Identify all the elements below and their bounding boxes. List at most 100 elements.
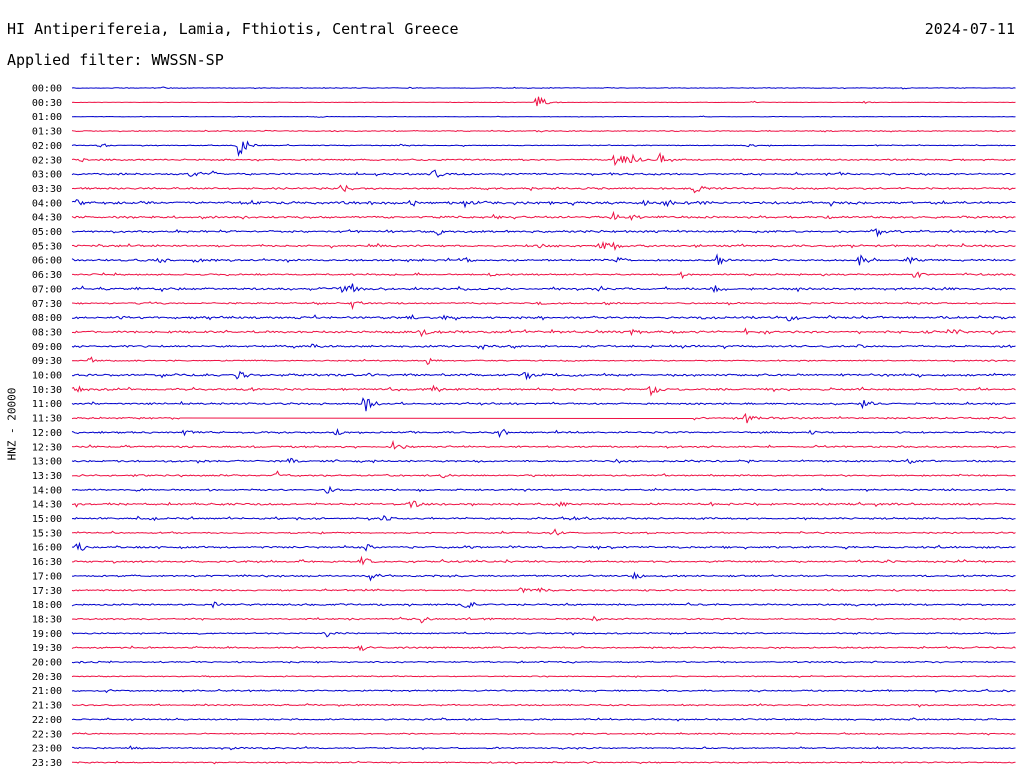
seismic-trace-1200	[71, 428, 1016, 439]
seismic-trace-0430	[71, 210, 1016, 221]
row-time-label: 19:30	[32, 643, 62, 654]
seismic-trace-0330	[71, 184, 1016, 194]
seismic-trace-0600	[71, 253, 1016, 266]
seismic-trace-0900	[71, 343, 1016, 351]
row-time-label: 20:30	[32, 672, 62, 683]
row-time-label: 00:00	[32, 84, 62, 95]
row-time-label: 04:00	[32, 198, 62, 209]
row-time-label: 12:00	[32, 428, 62, 439]
seismic-trace-1630	[72, 555, 1016, 566]
seismic-trace-1500	[71, 514, 1016, 522]
row-time-label: 05:30	[32, 241, 62, 252]
row-time-label: 20:00	[32, 658, 62, 669]
seismic-trace-0400	[71, 199, 1016, 209]
row-time-label: 14:00	[32, 485, 62, 496]
seismic-trace-2200	[71, 717, 1016, 722]
seismic-trace-1730	[71, 587, 1016, 594]
row-time-label: 21:00	[32, 686, 62, 697]
row-time-label: 21:30	[32, 701, 62, 712]
seismic-trace-0130	[71, 129, 1016, 133]
row-time-label: 08:00	[32, 313, 62, 324]
seismic-trace-1000	[71, 370, 1016, 381]
seismic-trace-2000	[71, 660, 1016, 664]
row-time-label: 15:00	[32, 514, 62, 525]
seismic-trace-1800	[71, 601, 1016, 609]
seismic-trace-2330	[72, 760, 1016, 765]
row-time-label: 06:00	[32, 256, 62, 267]
seismic-trace-1400	[71, 485, 1016, 494]
seismic-trace-1230	[71, 439, 1016, 450]
row-time-label: 18:00	[32, 600, 62, 611]
seismic-trace-0030	[71, 96, 1016, 107]
seismic-trace-0300	[71, 169, 1016, 178]
station-title: HI Antiperifereia, Lamia, Fthiotis, Cent…	[7, 20, 459, 38]
row-time-label: 10:30	[32, 385, 62, 396]
seismic-trace-0930	[71, 356, 1016, 365]
seismic-trace-1430	[72, 500, 1016, 509]
row-time-label: 16:30	[32, 557, 62, 568]
seismic-trace-1830	[71, 615, 1016, 624]
seismic-trace-1530	[72, 528, 1016, 536]
row-time-label: 04:30	[32, 213, 62, 224]
plot-date: 2024-07-11	[924, 20, 1015, 38]
seismic-trace-0000	[71, 86, 1016, 90]
seismic-trace-0200	[71, 140, 1016, 157]
row-time-label: 23:30	[32, 758, 62, 769]
row-time-label: 01:30	[32, 127, 62, 138]
seismic-trace-1930	[71, 644, 1016, 652]
row-time-label: 00:30	[32, 98, 62, 109]
row-time-label: 06:30	[32, 270, 62, 281]
seismic-trace-0730	[71, 301, 1016, 311]
row-time-label: 16:00	[32, 543, 62, 554]
seismic-trace-1600	[71, 541, 1016, 552]
seismic-trace-0100	[71, 115, 1016, 118]
seismic-trace-1100	[71, 397, 1016, 412]
seismic-trace-1900	[71, 631, 1016, 638]
seismic-trace-0700	[71, 283, 1016, 294]
seismic-trace-2230	[71, 732, 1016, 736]
row-time-label: 01:00	[32, 112, 62, 123]
row-time-label: 13:00	[32, 457, 62, 468]
row-time-label: 17:00	[32, 571, 62, 582]
seismic-trace-0800	[71, 314, 1016, 322]
seismic-trace-1030	[71, 384, 1016, 397]
row-time-label: 14:30	[32, 500, 62, 511]
seismic-trace-0830	[71, 327, 1016, 338]
row-time-label: 11:00	[32, 399, 62, 410]
seismic-trace-1700	[71, 571, 1016, 582]
row-time-label: 17:30	[32, 586, 62, 597]
row-time-label: 03:30	[32, 184, 62, 195]
seismic-trace-1300	[71, 457, 1016, 465]
filter-label: Applied filter: WWSSN-SP	[7, 51, 224, 69]
row-time-label: 23:00	[32, 744, 62, 755]
row-time-label: 02:30	[32, 155, 62, 166]
seismic-trace-2300	[72, 745, 1016, 751]
row-time-label: 11:30	[32, 414, 62, 425]
row-time-label: 13:30	[32, 471, 62, 482]
row-time-label: 07:30	[32, 299, 62, 310]
seismic-trace-2030	[71, 675, 1016, 679]
row-time-label: 12:30	[32, 442, 62, 453]
seismic-trace-2100	[71, 688, 1016, 694]
row-time-label: 08:30	[32, 327, 62, 338]
seismic-trace-0530	[71, 240, 1016, 252]
row-time-label: 18:30	[32, 614, 62, 625]
row-time-label: 07:00	[32, 284, 62, 295]
seismic-trace-0500	[71, 228, 1016, 238]
row-time-label: 22:30	[32, 729, 62, 740]
seismic-trace-1330	[71, 470, 1016, 479]
row-time-label: 09:30	[32, 356, 62, 367]
seismic-trace-0230	[71, 151, 1016, 167]
row-time-label: 19:00	[32, 629, 62, 640]
row-time-label: 22:00	[32, 715, 62, 726]
row-time-label: 09:00	[32, 342, 62, 353]
seismic-trace-0630	[72, 271, 1016, 280]
row-time-label: 03:00	[32, 170, 62, 181]
seismic-trace-2130	[71, 703, 1016, 708]
row-time-label: 05:00	[32, 227, 62, 238]
row-time-label: 02:00	[32, 141, 62, 152]
row-time-label: 10:00	[32, 371, 62, 382]
seismic-trace-1130	[71, 412, 1016, 424]
row-time-label: 15:30	[32, 528, 62, 539]
